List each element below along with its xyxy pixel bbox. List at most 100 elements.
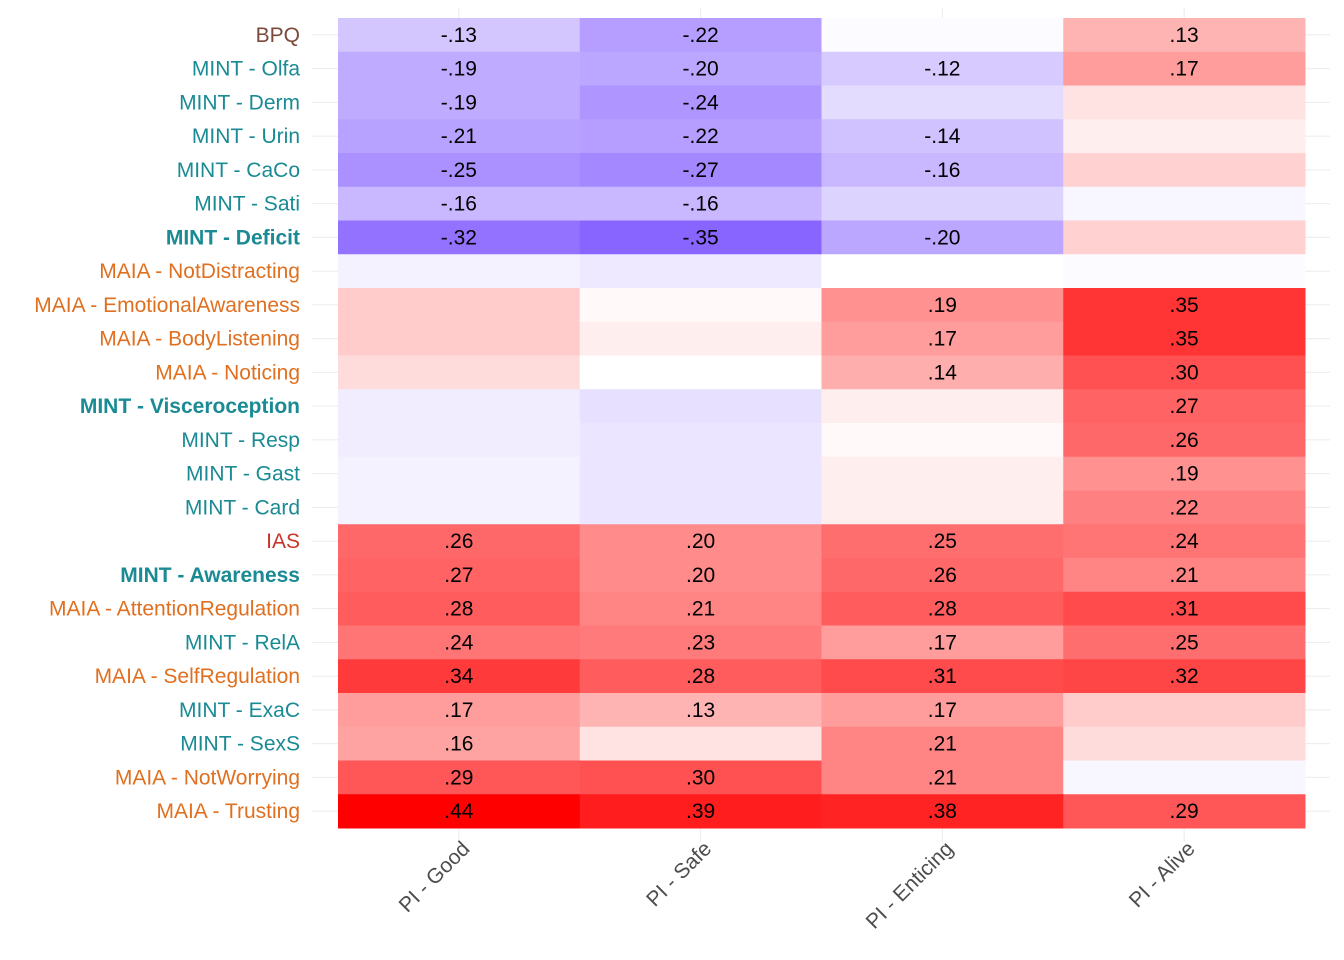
cell-value-label: .17 — [928, 631, 957, 654]
cell-value-label: .21 — [928, 733, 957, 756]
cell-value-label: .24 — [1170, 530, 1200, 553]
heatmap-cell — [338, 558, 581, 593]
heatmap-cell — [821, 220, 1064, 255]
heatmap-cell — [821, 524, 1064, 559]
row-label: MINT - Resp — [181, 429, 300, 452]
cell-value-label: .28 — [928, 598, 957, 621]
cell-value-label: .26 — [928, 564, 957, 587]
row-label: MINT - Derm — [179, 91, 300, 114]
heatmap-cell — [821, 693, 1064, 728]
heatmap-cell — [821, 625, 1064, 660]
heatmap-cell — [821, 490, 1064, 525]
heatmap-cell — [1063, 85, 1306, 120]
cell-value-label: -.24 — [683, 91, 720, 114]
cell-value-label: .23 — [686, 631, 715, 654]
cell-value-label: .31 — [1170, 598, 1199, 621]
heatmap-cell — [821, 355, 1064, 390]
cell-value-label: .32 — [1170, 665, 1199, 688]
heatmap-cell — [338, 153, 581, 188]
row-label: MAIA - NotWorrying — [115, 766, 300, 789]
row-label: IAS — [266, 530, 300, 553]
cell-value-label: .28 — [686, 665, 715, 688]
heatmap-cell — [579, 18, 822, 53]
cell-value-label: .17 — [928, 699, 957, 722]
heatmap-cell — [338, 423, 581, 458]
column-label: PI - Good — [395, 837, 475, 917]
heatmap-cell — [338, 186, 581, 221]
heatmap-cell — [821, 389, 1064, 424]
row-label: MINT - Deficit — [166, 226, 300, 249]
heatmap-cell — [579, 693, 822, 728]
column-label: PI - Enticing — [862, 837, 958, 933]
heatmap-cell — [821, 254, 1064, 289]
heatmap-cell — [338, 254, 581, 289]
cell-value-label: .38 — [928, 800, 957, 823]
heatmap-cell — [338, 18, 581, 53]
heatmap-cell — [1063, 186, 1306, 221]
heatmap-cell — [579, 119, 822, 154]
cell-value-label: .25 — [1170, 631, 1199, 654]
heatmap-cell — [579, 726, 822, 761]
heatmap-cell — [579, 153, 822, 188]
heatmap-cell — [338, 524, 581, 559]
heatmap-cell — [338, 760, 581, 795]
heatmap-cell — [338, 591, 581, 626]
heatmap-cell — [821, 288, 1064, 323]
cell-value-label: .21 — [686, 598, 715, 621]
heatmap-cell — [1063, 288, 1306, 323]
heatmap-cell — [1063, 119, 1306, 154]
row-label: MINT - CaCo — [177, 159, 300, 182]
heatmap-cell — [338, 119, 581, 154]
heatmap-cell — [579, 423, 822, 458]
cell-value-label: .29 — [1170, 800, 1199, 823]
heatmap-cell — [579, 254, 822, 289]
heatmap-cell — [1063, 659, 1306, 694]
cell-value-label: -.20 — [683, 58, 719, 81]
row-label: MINT - Awareness — [120, 564, 300, 587]
heatmap-cell — [338, 490, 581, 525]
heatmap-cell — [1063, 153, 1306, 188]
heatmap-cell — [1063, 456, 1306, 491]
heatmap-cell — [338, 659, 581, 694]
cell-value-label: -.25 — [441, 159, 477, 182]
cell-value-label: .14 — [928, 361, 958, 384]
cell-value-label: -.35 — [683, 226, 719, 249]
heatmap-cell — [579, 760, 822, 795]
row-label: MINT - Olfa — [192, 58, 300, 81]
heatmap-cell — [1063, 220, 1306, 255]
heatmap-cell — [1063, 423, 1306, 458]
heatmap-cell — [338, 51, 581, 86]
heatmap-cell — [579, 51, 822, 86]
cell-value-label: .39 — [686, 800, 715, 823]
heatmap-cell — [821, 760, 1064, 795]
cell-value-label: -.22 — [683, 24, 719, 47]
cell-value-label: .19 — [928, 294, 957, 317]
row-label: MINT - Card — [185, 496, 300, 519]
cell-value-label: -.19 — [441, 58, 477, 81]
heatmap-cell — [338, 288, 581, 323]
cell-value-label: -.13 — [441, 24, 477, 47]
cell-value-label: -.27 — [683, 159, 719, 182]
heatmap-cell — [579, 625, 822, 660]
row-label: MAIA - Trusting — [156, 800, 300, 823]
heatmap-cell — [821, 423, 1064, 458]
heatmap-cell — [579, 186, 822, 221]
heatmap-cell — [579, 220, 822, 255]
cell-value-label: -.22 — [683, 125, 719, 148]
row-label: MINT - Urin — [192, 125, 300, 148]
cell-value-label: .16 — [444, 733, 473, 756]
heatmap-cell — [338, 355, 581, 390]
heatmap-cell — [821, 558, 1064, 593]
heatmap-cell — [338, 726, 581, 761]
heatmap-cell — [1063, 693, 1306, 728]
heatmap-cell — [579, 456, 822, 491]
cell-value-label: -.32 — [441, 226, 477, 249]
heatmap-cell — [821, 18, 1064, 53]
cell-value-label: .13 — [1170, 24, 1199, 47]
cell-value-label: .20 — [686, 564, 715, 587]
heatmap-cell — [821, 119, 1064, 154]
row-label: MAIA - AttentionRegulation — [49, 598, 300, 621]
row-label: MINT - Sati — [194, 193, 300, 216]
cell-value-label: .17 — [444, 699, 473, 722]
heatmap-cell — [338, 220, 581, 255]
